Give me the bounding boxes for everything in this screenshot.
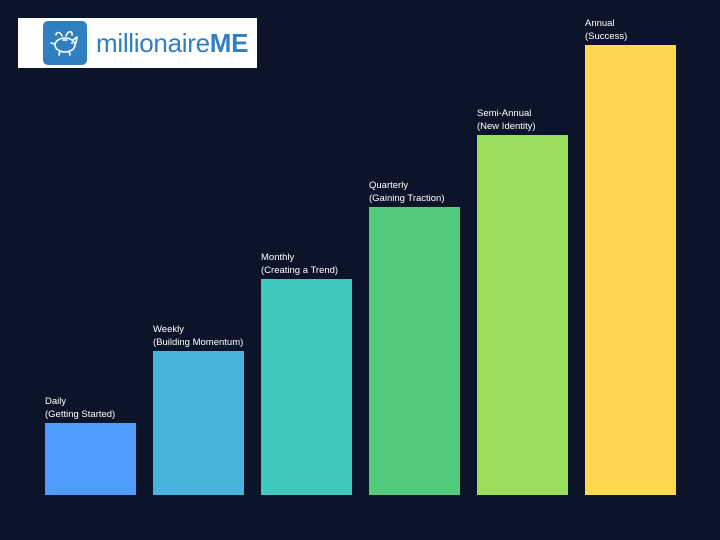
bar-semi-annual: [477, 135, 568, 495]
bar-annual: [585, 45, 676, 495]
bar-label: Daily: [45, 396, 66, 407]
bar-daily: [45, 423, 136, 495]
bar-sublabel: (Building Momentum): [153, 337, 243, 348]
logo-wordmark: millionaireME: [96, 30, 248, 56]
bar-sublabel: (New Identity): [477, 121, 536, 132]
logo-text-light: millionaire: [96, 28, 210, 58]
bar-label: Semi-Annual: [477, 108, 531, 119]
bar-quarterly: [369, 207, 460, 495]
bar-weekly: [153, 351, 244, 495]
bar-sublabel: (Getting Started): [45, 409, 115, 420]
piggy-bank-icon: [43, 21, 87, 65]
logo: millionaireME: [18, 18, 257, 68]
bar-monthly: [261, 279, 352, 495]
bar-label: Annual: [585, 18, 615, 29]
logo-text-bold: ME: [209, 28, 249, 58]
bar-label: Monthly: [261, 252, 295, 263]
bar-label: Weekly: [153, 324, 184, 335]
bar-sublabel: (Creating a Trend): [261, 265, 338, 276]
bar-sublabel: (Success): [585, 31, 627, 42]
bar-sublabel: (Gaining Traction): [369, 193, 445, 204]
bar-label: Quarterly: [369, 180, 408, 191]
